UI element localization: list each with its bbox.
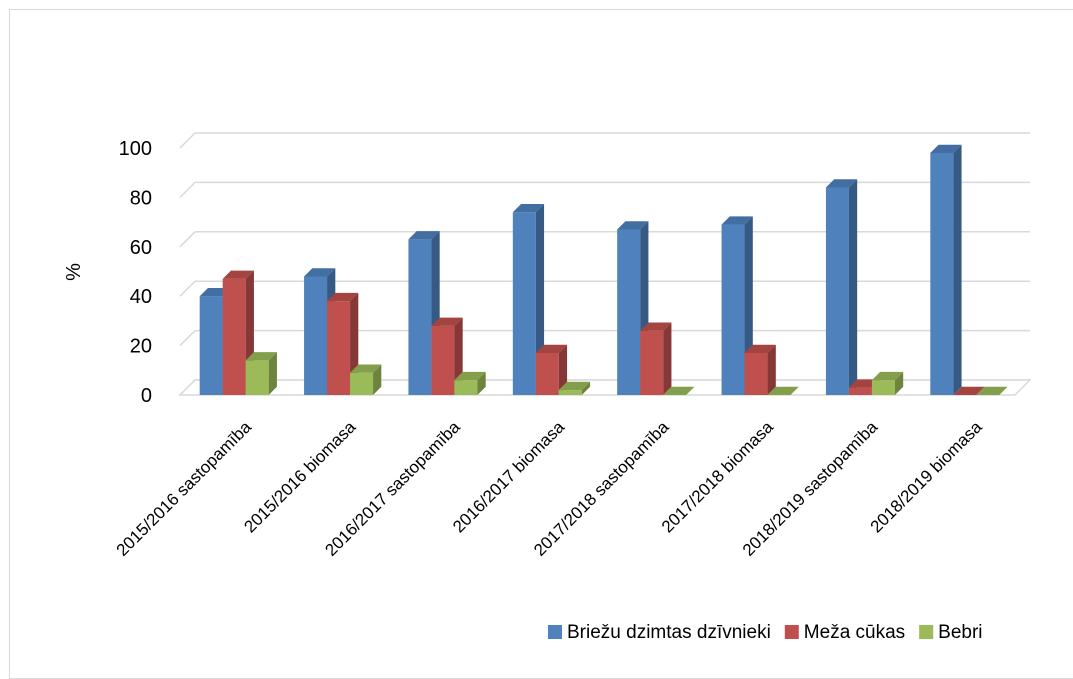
bar-front bbox=[640, 331, 663, 395]
legend-label: Briežu dzimtas dzīvnieki bbox=[567, 622, 771, 643]
y-tick-label: 100 bbox=[119, 138, 152, 160]
bar-front bbox=[536, 353, 559, 395]
bar-front bbox=[327, 301, 350, 395]
legend-swatch bbox=[785, 625, 799, 639]
bar-front bbox=[559, 390, 582, 395]
bar-front bbox=[722, 225, 745, 395]
legend-item: Briežu dzimtas dzīvnieki bbox=[548, 622, 771, 643]
bar-side bbox=[768, 345, 776, 395]
gridline-side bbox=[180, 182, 195, 197]
x-tick-label: 2018/2019 biomasa bbox=[867, 417, 986, 536]
bar bbox=[246, 352, 277, 395]
bar bbox=[826, 179, 857, 395]
bar-front bbox=[431, 326, 454, 395]
x-tick-label: 2017/2018 biomasa bbox=[658, 417, 777, 536]
legend-swatch bbox=[919, 625, 933, 639]
y-axis-ticks: 0 20 40 60 80 100 bbox=[119, 138, 152, 407]
legend-label: Bebri bbox=[938, 622, 982, 643]
bar bbox=[640, 323, 671, 395]
gridline-side bbox=[180, 331, 195, 346]
legend: Briežu dzimtas dzīvnieki Meža cūkas Bebri bbox=[548, 622, 983, 643]
bar bbox=[745, 345, 776, 395]
x-tick-label: 2016/2017 biomasa bbox=[449, 417, 568, 536]
x-tick-label: 2015/2016 sastopamība bbox=[113, 417, 256, 560]
bar-chart: 0 20 40 60 80 100 2015/2016 sastopamība2015/2… bbox=[0, 0, 1073, 661]
bar-front bbox=[513, 212, 536, 395]
legend-item: Meža cūkas bbox=[785, 622, 905, 643]
bar-front bbox=[200, 296, 223, 395]
bar-front bbox=[930, 153, 953, 395]
bar-front bbox=[304, 276, 327, 395]
legend-item: Bebri bbox=[919, 622, 982, 643]
legend-label: Meža cūkas bbox=[804, 622, 905, 643]
y-tick-label: 60 bbox=[130, 237, 152, 259]
bar-side bbox=[663, 323, 671, 395]
bar-front bbox=[408, 239, 431, 395]
bar-side bbox=[849, 179, 857, 395]
y-tick-label: 80 bbox=[130, 187, 152, 209]
bar-front bbox=[246, 360, 269, 395]
bar-front bbox=[454, 380, 477, 395]
bar-front bbox=[849, 388, 872, 395]
gridline-side bbox=[180, 133, 195, 148]
bar-front bbox=[745, 353, 768, 395]
y-tick-label: 0 bbox=[141, 385, 152, 407]
y-tick-label: 40 bbox=[130, 286, 152, 308]
bar bbox=[350, 365, 381, 395]
gridline-side bbox=[180, 281, 195, 296]
bar-front bbox=[617, 230, 640, 395]
y-axis-label: % bbox=[63, 263, 85, 281]
gridline-side bbox=[180, 232, 195, 247]
x-tick-label: 2015/2016 biomasa bbox=[240, 417, 359, 536]
bar-front bbox=[350, 373, 373, 395]
bar bbox=[930, 145, 961, 395]
legend-swatch bbox=[548, 625, 562, 639]
bar-front bbox=[223, 279, 246, 395]
bar-front bbox=[826, 188, 849, 395]
y-tick-label: 20 bbox=[130, 336, 152, 358]
bar-front bbox=[872, 380, 895, 395]
bar-side bbox=[953, 145, 961, 395]
